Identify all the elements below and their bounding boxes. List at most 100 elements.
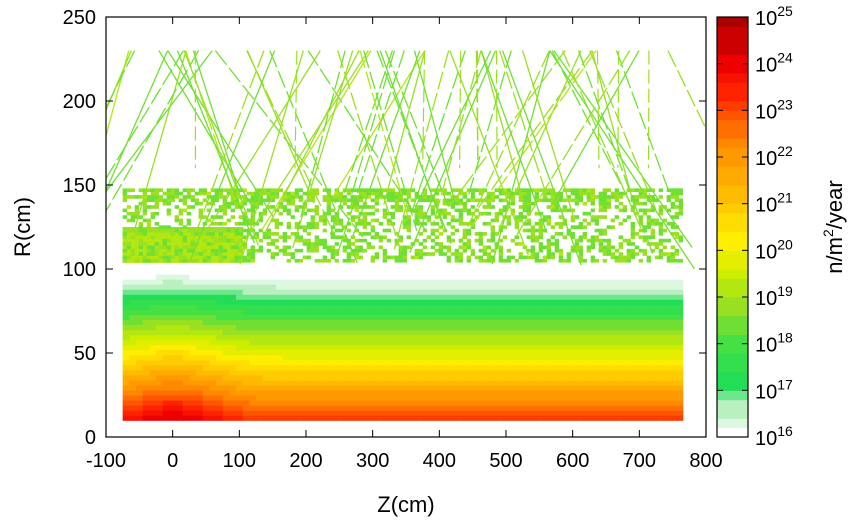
heat-cell <box>176 263 184 270</box>
track-cell <box>614 205 619 209</box>
heat-cell <box>256 289 264 295</box>
track-cell <box>630 205 635 209</box>
heat-cell <box>236 294 244 300</box>
track-cell <box>538 235 543 240</box>
heat-cell <box>242 410 250 416</box>
heat-cell <box>576 304 584 310</box>
track-cell <box>570 215 575 219</box>
track-cell <box>282 195 287 199</box>
heat-cell <box>222 364 230 371</box>
track-cell <box>526 228 531 233</box>
heat-cell <box>436 334 444 341</box>
track-cell <box>470 221 475 226</box>
heat-cell <box>262 410 270 416</box>
track-cell <box>194 198 199 203</box>
heat-cell <box>196 334 204 341</box>
heat-cell <box>636 389 644 396</box>
heat-cell <box>402 354 410 361</box>
track-cell <box>574 201 579 206</box>
heat-cell <box>316 379 324 386</box>
heat-cell <box>162 304 170 310</box>
particle-track <box>106 50 213 193</box>
track-cell <box>662 228 667 233</box>
heat-cell <box>489 309 497 315</box>
heat-cell <box>429 294 437 300</box>
track-cell <box>330 218 335 223</box>
track-cell <box>546 248 551 253</box>
track-cell <box>594 235 599 240</box>
heat-cell <box>642 384 650 391</box>
heat-cell <box>262 344 270 351</box>
track-cell <box>542 215 547 219</box>
track-cell <box>234 221 239 226</box>
heat-cell <box>502 289 510 295</box>
heat-cell <box>562 263 570 270</box>
track-cell <box>306 248 311 253</box>
heat-cell <box>549 339 557 346</box>
track-cell <box>166 201 171 206</box>
heat-cell <box>669 384 677 391</box>
heat-cell <box>449 258 457 265</box>
track-cell <box>638 228 643 233</box>
heat-cell <box>476 379 484 386</box>
heat-cell <box>676 379 684 386</box>
track-cell <box>246 221 251 226</box>
heat-cell <box>129 354 137 361</box>
heat-cell <box>542 329 550 336</box>
track-cell <box>618 235 623 240</box>
heat-cell <box>482 324 490 331</box>
heat-cell <box>262 389 270 396</box>
track-cell <box>534 198 539 203</box>
heat-cell <box>662 263 670 270</box>
track-cell <box>514 242 519 246</box>
heat-cell <box>176 329 184 336</box>
heat-cell <box>542 384 550 391</box>
heat-cell <box>469 384 477 391</box>
heat-cell <box>262 269 270 275</box>
track-cell <box>214 188 219 193</box>
heat-cell <box>502 263 510 270</box>
y-tick-label: 200 <box>63 91 96 113</box>
track-cell <box>294 235 299 240</box>
heat-cell <box>462 279 470 285</box>
heat-cell <box>442 299 450 305</box>
track-cell <box>426 198 431 203</box>
track-cell <box>278 235 283 240</box>
heat-cell <box>156 232 164 238</box>
heat-cell <box>309 369 317 376</box>
heat-cell <box>456 405 464 411</box>
colorbar-tick-label: 1017 <box>755 376 793 403</box>
heat-cell <box>529 374 537 381</box>
particle-track <box>307 50 427 233</box>
heat-cell <box>456 324 464 331</box>
heat-cell <box>476 309 484 315</box>
heat-cell <box>562 289 570 295</box>
track-cell <box>582 201 587 206</box>
track-cell <box>606 188 611 193</box>
heat-cell <box>576 263 584 270</box>
heat-cell <box>662 384 670 391</box>
track-cell <box>174 195 179 199</box>
heat-cell <box>449 324 457 331</box>
heat-cell <box>402 274 410 280</box>
heat-cell <box>589 334 597 341</box>
heat-cell <box>396 405 404 411</box>
track-cell <box>570 232 575 236</box>
heat-cell <box>422 354 430 361</box>
track-cell <box>138 228 143 233</box>
heat-cell <box>129 279 137 285</box>
heat-cell <box>256 384 264 391</box>
heat-cell <box>602 349 610 356</box>
track-cell <box>354 252 359 256</box>
heat-cell <box>242 405 250 411</box>
heat-cell <box>209 389 217 396</box>
track-cell <box>170 198 175 203</box>
track-cell <box>234 228 239 233</box>
heat-cell <box>662 284 670 290</box>
heat-cell <box>422 410 430 416</box>
track-cell <box>634 232 639 236</box>
track-cell <box>498 198 503 203</box>
heat-cell <box>269 319 277 326</box>
particle-track <box>337 50 402 252</box>
heat-cell <box>216 284 224 290</box>
